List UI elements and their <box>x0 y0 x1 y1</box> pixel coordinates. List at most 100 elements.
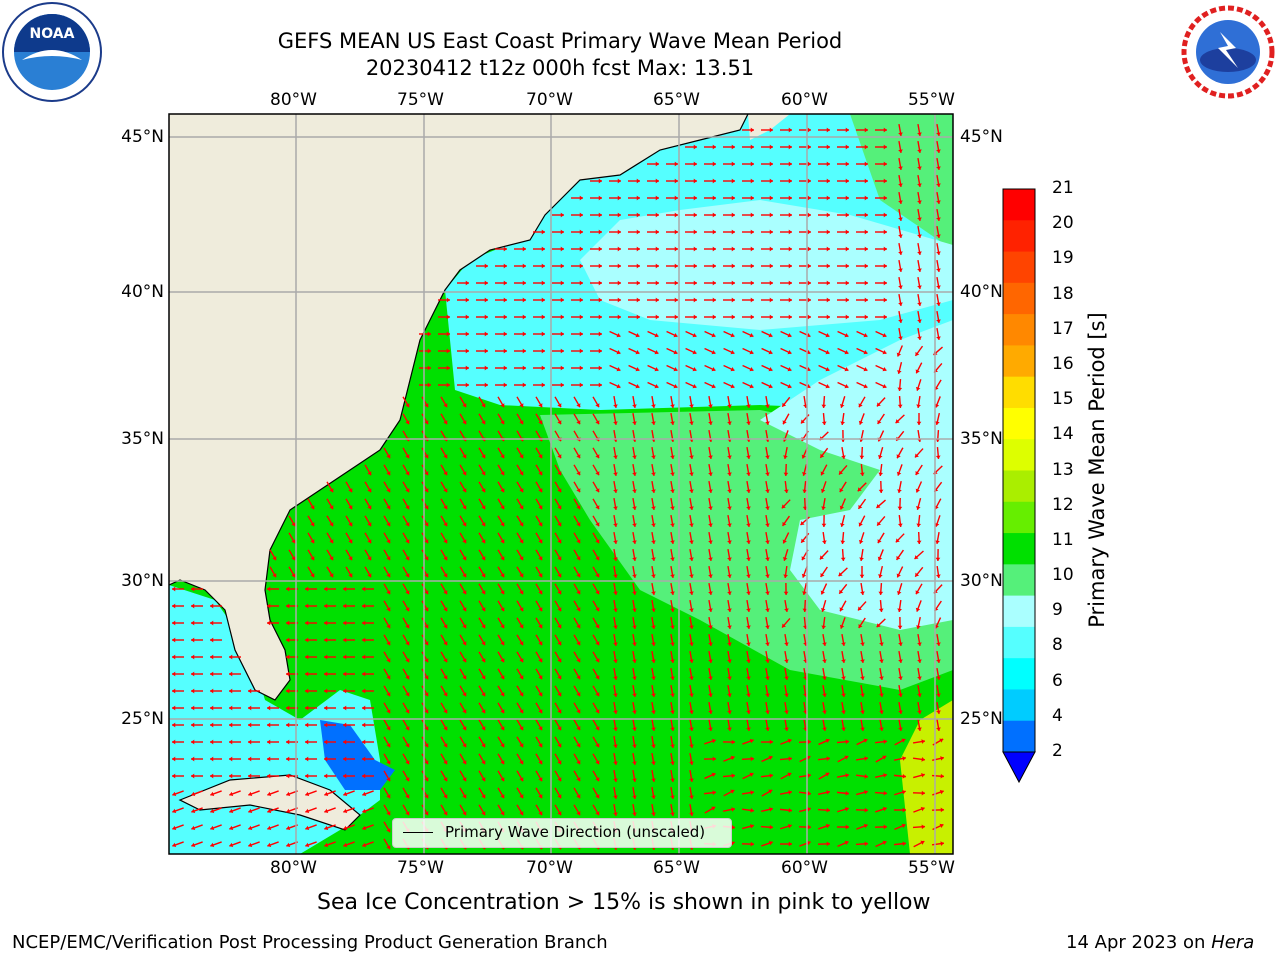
wave-arrow-head <box>267 603 271 609</box>
wave-arrow-head <box>711 772 716 778</box>
wave-arrow-head <box>857 606 862 611</box>
wave-arrow-head <box>579 195 583 201</box>
wave-arrow-head <box>191 705 195 711</box>
wave-arrow-head <box>443 420 448 425</box>
wave-arrow-head <box>286 603 290 609</box>
wave-arrow-head <box>229 739 233 745</box>
wave-arrow-head <box>636 178 640 184</box>
wave-arrow-head <box>883 263 887 269</box>
wave-arrow-head <box>229 791 234 797</box>
wave-arrow-head <box>305 705 309 711</box>
wave-arrow-head <box>500 743 505 748</box>
wave-arrow-head <box>443 675 448 680</box>
wave-arrow-head <box>673 333 678 338</box>
wave-arrow-head <box>708 421 713 425</box>
wave-arrow-head <box>305 654 309 660</box>
wave-arrow-head <box>613 761 618 765</box>
wave-arrow-head <box>750 127 754 133</box>
wave-arrow-head <box>519 454 524 459</box>
wave-arrow-head <box>576 760 581 765</box>
wave-arrow-head <box>191 808 196 814</box>
wave-arrow-head <box>788 297 792 303</box>
wave-arrow-head <box>305 637 309 643</box>
wave-arrow-head <box>522 297 526 303</box>
wave-arrow-head <box>538 590 543 595</box>
wave-arrow-head <box>746 710 751 714</box>
wave-arrow-head <box>305 722 309 728</box>
colorbar-tick-label: 19 <box>1052 248 1074 269</box>
wave-arrow-head <box>465 314 469 320</box>
wave-arrow-head <box>727 659 732 663</box>
wave-arrow-head <box>819 555 824 560</box>
wave-arrow-head <box>841 693 846 697</box>
wave-arrow-head <box>844 367 849 372</box>
wave-arrow-head <box>730 350 735 355</box>
wave-arrow-head <box>883 144 887 150</box>
wave-arrow-head <box>343 791 348 797</box>
wave-arrow-head <box>560 382 564 388</box>
wave-arrow-head <box>936 642 941 646</box>
wave-arrow-head <box>765 557 770 561</box>
lon-tick-bottom-6: 55°W <box>908 858 955 878</box>
wave-arrow-head <box>595 624 600 629</box>
wave-arrow-head <box>462 556 467 561</box>
wave-arrow-head <box>617 178 621 184</box>
wave-arrow-head <box>324 773 328 779</box>
wave-arrow-head <box>727 625 732 629</box>
wave-arrow-head <box>424 471 429 476</box>
wave-arrow-head <box>769 229 773 235</box>
chart-title: GEFS MEAN US East Coast Primary Wave Mea… <box>277 29 843 53</box>
wave-arrow-head <box>839 624 845 629</box>
wave-arrow-head <box>936 132 941 136</box>
wave-arrow-head <box>749 384 754 389</box>
wave-arrow-head <box>651 676 656 680</box>
colorbar-tick-label: 12 <box>1052 494 1074 515</box>
wave-arrow-head <box>443 539 448 544</box>
wave-arrow-head <box>503 263 507 269</box>
wave-arrow-head <box>864 161 868 167</box>
wave-arrow-head <box>689 404 694 408</box>
wave-arrow-head <box>343 756 347 762</box>
wave-arrow-head <box>386 845 391 850</box>
wave-arrow-head <box>825 333 830 338</box>
wave-arrow-head <box>405 692 410 697</box>
wave-arrow-head <box>424 777 429 782</box>
wave-arrow-head <box>462 675 467 680</box>
wave-arrow-head <box>883 314 887 320</box>
wave-arrow-head <box>896 573 901 578</box>
wave-arrow-head <box>788 178 792 184</box>
wave-arrow-head <box>670 778 675 782</box>
wave-arrow-head <box>462 777 467 782</box>
wave-arrow-head <box>768 384 773 389</box>
wave-arrow-head <box>348 488 353 493</box>
wave-arrow-head <box>310 556 315 561</box>
wave-arrow-head <box>343 671 347 677</box>
wave-arrow-head <box>864 790 868 795</box>
wave-arrow-head <box>781 504 786 509</box>
wave-arrow-head <box>405 403 410 408</box>
wave-arrow-head <box>769 144 773 150</box>
wave-arrow-head <box>787 333 792 338</box>
wave-arrow-head <box>405 454 410 459</box>
wave-arrow-head <box>674 195 678 201</box>
wave-arrow-head <box>898 336 903 340</box>
wave-arrow-head <box>465 280 469 286</box>
wave-arrow-head <box>670 506 675 510</box>
wave-arrow-head <box>693 195 697 201</box>
wave-arrow-head <box>595 420 600 425</box>
wave-arrow-head <box>936 166 941 170</box>
wave-arrow-head <box>367 522 372 527</box>
wave-arrow-head <box>670 659 675 663</box>
wave-arrow-head <box>462 539 467 544</box>
wave-arrow-head <box>935 421 940 425</box>
wave-arrow-head <box>462 505 467 510</box>
wave-arrow-head <box>481 692 486 697</box>
wave-arrow-head <box>329 556 334 561</box>
wave-arrow-head <box>883 790 887 796</box>
wave-arrow-head <box>765 455 770 459</box>
wave-arrow-head <box>210 722 214 728</box>
wave-arrow-head <box>405 522 410 527</box>
wave-arrow-head <box>670 625 675 629</box>
wave-arrow-head <box>693 263 697 269</box>
wave-arrow-head <box>807 161 811 167</box>
